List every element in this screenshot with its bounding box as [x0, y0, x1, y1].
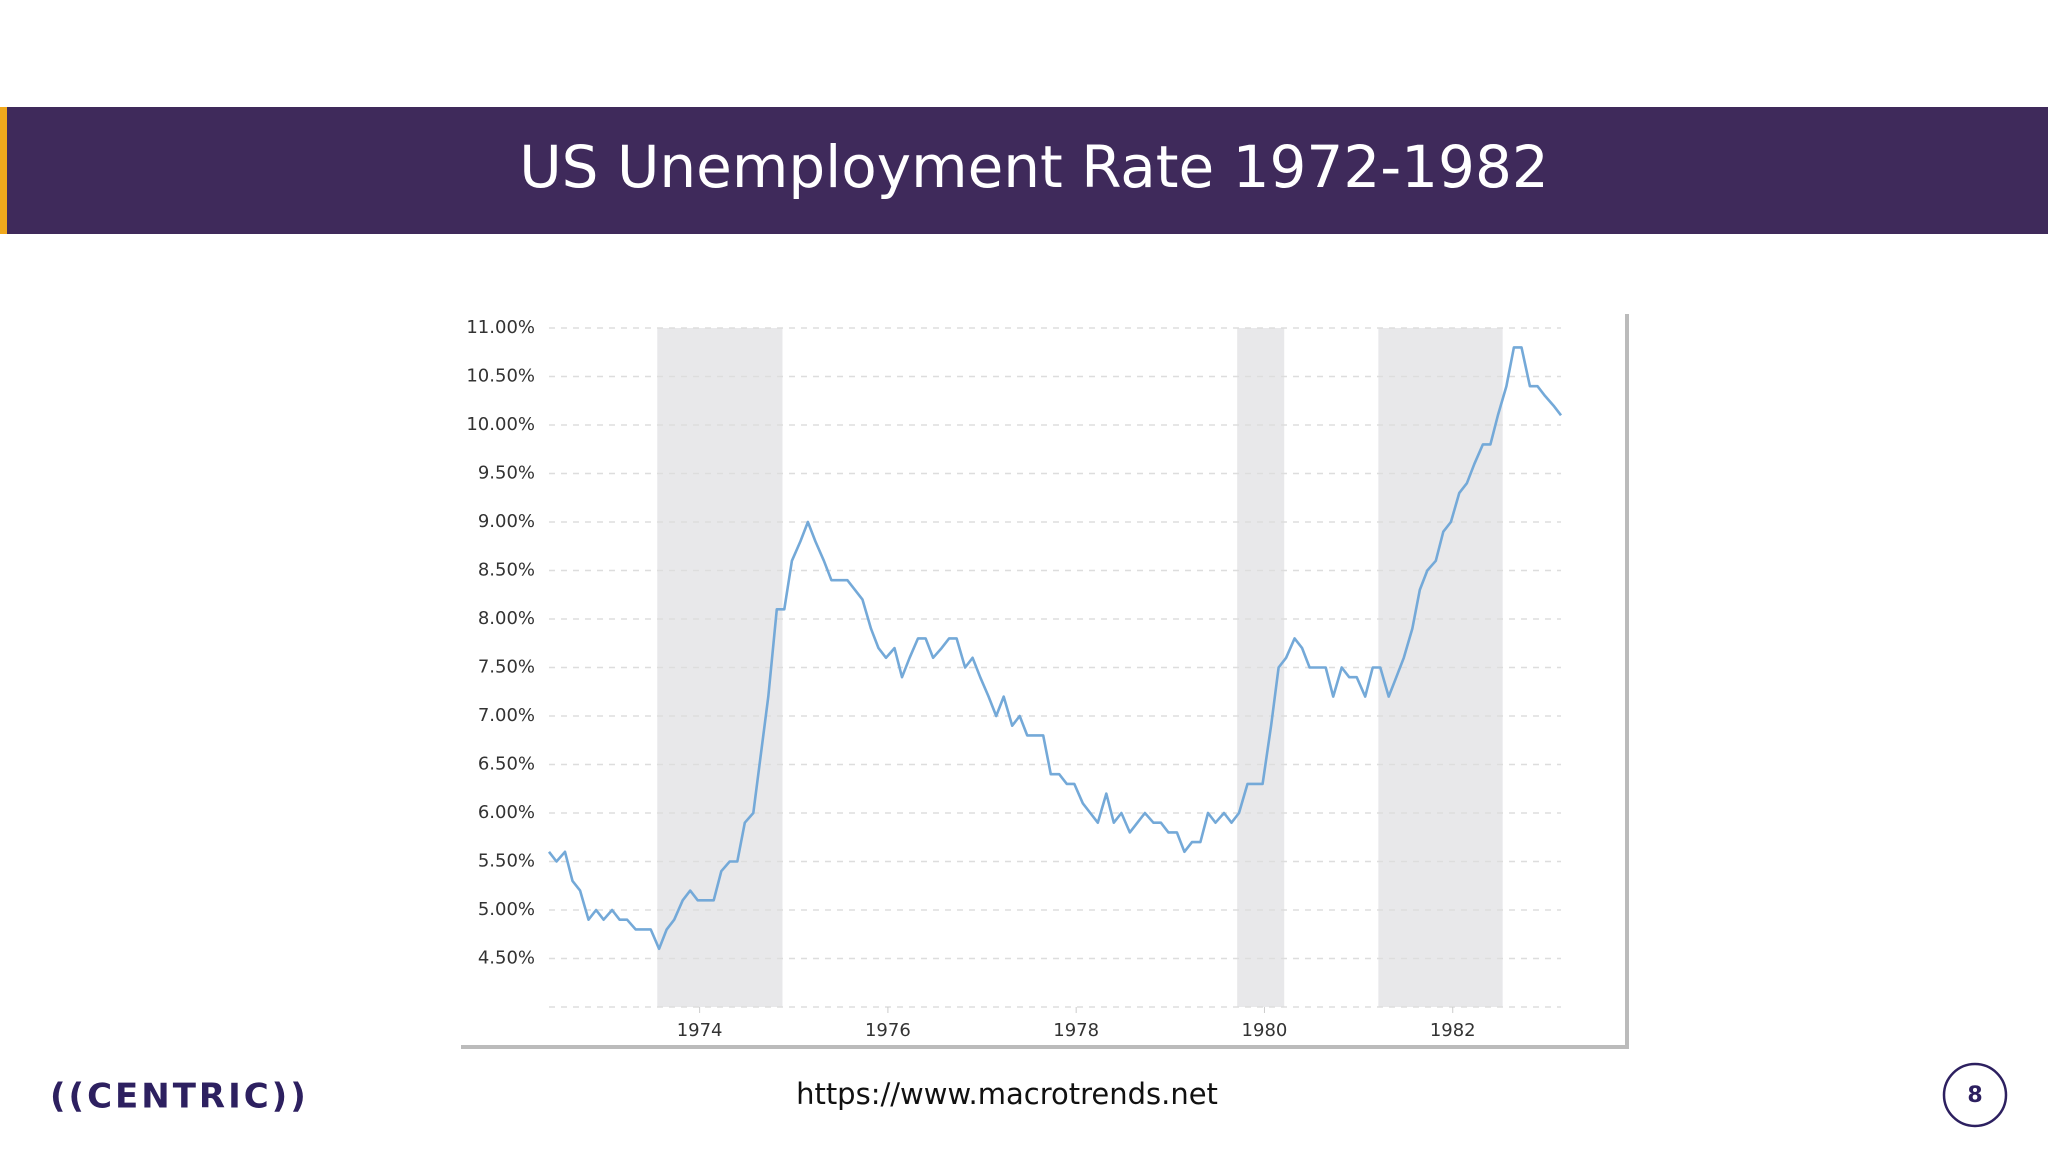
- y-tick-label: 9.50%: [478, 463, 535, 484]
- chart: 4.50% 5.00% 5.50% 6.00% 6.50% 7.00% 7.50% 8.00%…: [466, 317, 1563, 1041]
- logo: ((CENTRIC)): [50, 1077, 309, 1117]
- x-tick-label: 1978: [1053, 1020, 1099, 1041]
- y-tick-label: 5.00%: [478, 899, 535, 920]
- source-url: https://www.macrotrends.net: [796, 1077, 1218, 1111]
- y-tick-label: 10.00%: [466, 414, 535, 435]
- x-tick-label: 1974: [677, 1020, 723, 1041]
- title-banner: [0, 107, 2048, 234]
- y-tick-label: 7.00%: [478, 705, 535, 726]
- y-tick-label: 4.50%: [478, 948, 535, 969]
- x-tick-label: 1980: [1242, 1020, 1288, 1041]
- y-tick-label: 10.50%: [466, 366, 535, 387]
- y-tick-label: 11.00%: [466, 317, 535, 338]
- data-line: [547, 346, 1563, 951]
- y-tick-label: 6.50%: [478, 754, 535, 775]
- x-tick-label: 1982: [1430, 1020, 1476, 1041]
- y-tick-label: 7.50%: [478, 657, 535, 678]
- y-tick-label: 8.00%: [478, 608, 535, 629]
- page-number-circle: [1942, 1062, 2008, 1128]
- page-number: 8: [1967, 1083, 1982, 1108]
- slide-title: US Unemployment Rate 1972-1982: [519, 133, 1549, 201]
- y-tick-label: 9.00%: [478, 511, 535, 532]
- y-tick-label: 8.50%: [478, 560, 535, 581]
- banner-accent: [0, 107, 7, 234]
- y-tick-label: 6.00%: [478, 802, 535, 823]
- y-tick-label: 5.50%: [478, 851, 535, 872]
- x-tick-label: 1976: [865, 1020, 911, 1041]
